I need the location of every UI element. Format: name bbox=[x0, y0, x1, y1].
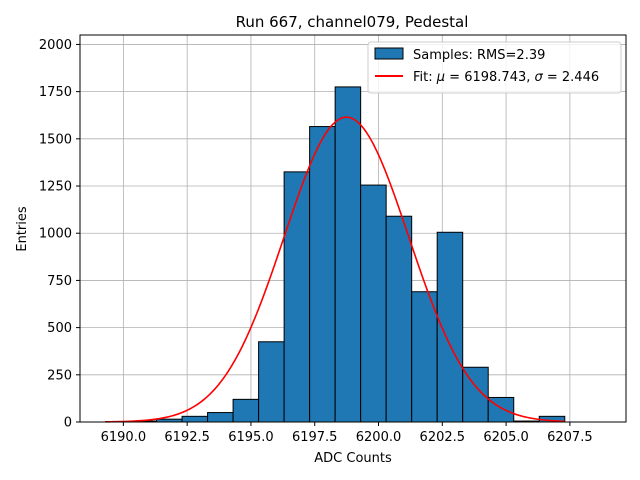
legend-swatch-histogram bbox=[374, 47, 404, 60]
x-tick-label-6: 6205.0 bbox=[483, 430, 529, 445]
x-tick-label-0: 6190.0 bbox=[101, 430, 147, 445]
legend-fit-sigma-symbol: σ bbox=[535, 70, 544, 85]
y-tick-label-7: 1750 bbox=[39, 85, 72, 100]
histogram-bar-4 bbox=[207, 412, 234, 423]
y-tick-label-1: 250 bbox=[47, 368, 72, 383]
x-tick-label-5: 6202.5 bbox=[420, 430, 466, 445]
y-tick-label-8: 2000 bbox=[39, 38, 72, 53]
y-axis-ticks: 0 250 500 750 1000 1250 1500 1750 2000 bbox=[39, 38, 80, 431]
histogram-bar-7 bbox=[283, 171, 311, 423]
chart-title: Run 667, channel079, Pedestal bbox=[236, 13, 469, 31]
plot-frame bbox=[79, 34, 627, 423]
histogram-bar-6 bbox=[258, 341, 285, 423]
y-tick-label-4: 1000 bbox=[39, 227, 72, 242]
x-tick-label-2: 6195.0 bbox=[228, 430, 274, 445]
legend-fit-mu-value: = 6198.743, bbox=[445, 70, 534, 85]
histogram-bar-8 bbox=[309, 126, 336, 423]
fit-curve-layer bbox=[105, 116, 565, 423]
histogram-bar-5 bbox=[232, 398, 260, 423]
y-tick-label-2: 500 bbox=[47, 321, 72, 336]
y-tick-label-5: 1250 bbox=[39, 180, 72, 195]
legend-box bbox=[367, 41, 622, 94]
histogram-bar-9 bbox=[334, 86, 362, 423]
x-tick-label-4: 6200.0 bbox=[356, 430, 402, 445]
legend-label-histogram: Samples: RMS=2.39 bbox=[413, 48, 545, 63]
y-tick-label-3: 750 bbox=[47, 274, 72, 289]
histogram-bar-13 bbox=[436, 231, 464, 423]
legend: Samples: RMS=2.39 Fit: μ = 6198.743, σ =… bbox=[367, 41, 622, 94]
y-tick-label-6: 1500 bbox=[39, 132, 72, 147]
fit-curve bbox=[105, 116, 565, 423]
x-axis-label: ADC Counts bbox=[314, 451, 392, 466]
histogram-bar-10 bbox=[360, 184, 387, 423]
histogram-bars bbox=[105, 86, 566, 423]
legend-fit-prefix: Fit: bbox=[413, 70, 437, 85]
y-tick-label-0: 0 bbox=[64, 416, 72, 431]
histogram-bar-3 bbox=[181, 415, 209, 423]
y-axis-label: Entries bbox=[15, 206, 30, 252]
x-axis-ticks: 6190.0 6192.5 6195.0 6197.5 6200.0 6202.5 6205… bbox=[101, 422, 593, 445]
histogram-bar-11 bbox=[385, 215, 413, 423]
legend-fit-sigma-value: = 2.446 bbox=[543, 70, 599, 85]
legend-fit-mu-symbol: μ bbox=[436, 70, 445, 85]
x-tick-label-7: 6207.5 bbox=[547, 430, 593, 445]
histogram-bar-12 bbox=[411, 291, 438, 423]
legend-label-fit: Fit: μ = 6198.743, σ = 2.446 bbox=[413, 70, 599, 85]
x-tick-label-3: 6197.5 bbox=[292, 430, 338, 445]
x-tick-label-1: 6192.5 bbox=[164, 430, 210, 445]
